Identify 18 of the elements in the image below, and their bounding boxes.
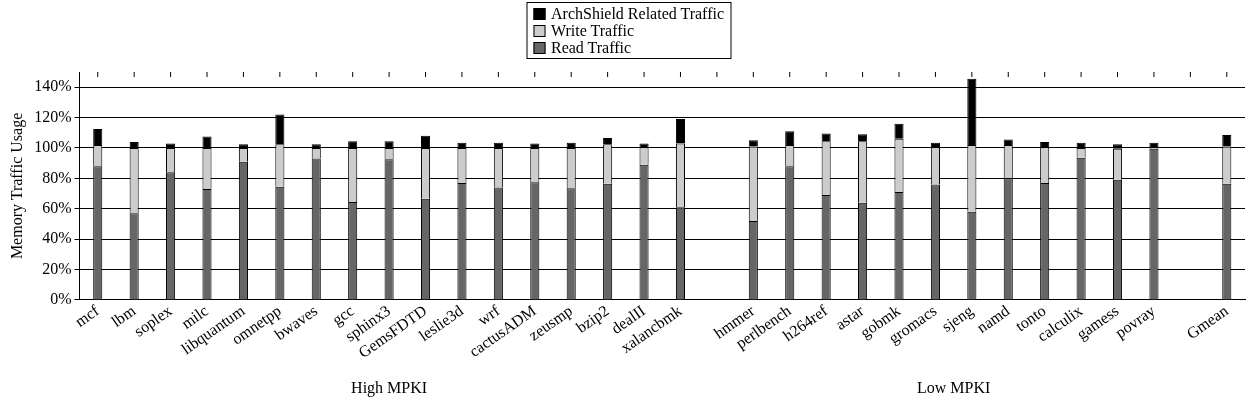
legend-label: Write Traffic (550, 22, 635, 39)
legend-label: Read Traffic (550, 39, 632, 56)
y-tick-label: 100% (34, 138, 72, 156)
y-axis-title: Memory Traffic Usage (7, 112, 26, 260)
x-tick-label: sjeng (938, 301, 977, 336)
bar (894, 123, 904, 139)
y-tick-label: 0% (50, 290, 72, 308)
x-tick-label: bzip2 (572, 301, 613, 337)
y-tick-label: 120% (34, 107, 72, 125)
x-tick-label: mcf (71, 301, 103, 330)
text: High MPKI (351, 379, 428, 398)
y-tick-label: 140% (34, 77, 72, 95)
y-tick-label: 20% (42, 259, 72, 277)
y-tick-label: 40% (42, 229, 72, 247)
legend-label: ArchShield Related Traffic (550, 5, 725, 22)
text: Low MPKI (916, 379, 991, 397)
y-tick-label: 60% (42, 198, 72, 216)
y-tick-label: 80% (42, 168, 72, 186)
